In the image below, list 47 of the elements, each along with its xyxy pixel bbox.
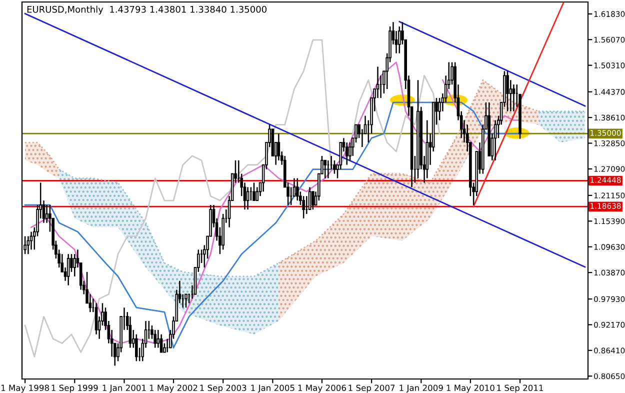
- x-tick-label: 1 Sep 1999: [52, 384, 98, 393]
- candlestick: [339, 142, 342, 170]
- candlestick: [506, 70, 509, 112]
- x-tick-label: 1 Sep 2003: [200, 384, 246, 393]
- candlestick: [94, 302, 98, 336]
- x-tick-label: 1 May 1998: [1, 384, 49, 393]
- candlestick: [246, 186, 250, 210]
- candlestick: [66, 253, 70, 286]
- candlestick: [302, 195, 305, 220]
- candlestick: [128, 316, 132, 348]
- x-tick-label: 1 Jan 2009: [400, 384, 443, 393]
- x-tick-label: 1 May 2010: [446, 384, 494, 393]
- candlestick: [333, 160, 336, 174]
- x-tick-label: 1 Jan 2005: [251, 384, 294, 393]
- x-tick-label: 1 Sep 2011: [497, 384, 544, 393]
- x-tick-label: 1 Jan 2001: [102, 384, 146, 393]
- candlestick: [296, 178, 299, 202]
- candlestick: [494, 120, 497, 162]
- chart-title: EURUSD,Monthly 1.43793 1.43801 1.33840 1.35000: [27, 6, 266, 15]
- candlestick: [26, 236, 30, 255]
- candlestick: [154, 329, 157, 348]
- candlestick: [45, 204, 48, 224]
- candlestick: [184, 294, 188, 308]
- line-series: [278, 79, 540, 264]
- candlestick: [354, 124, 358, 144]
- candlestick: [512, 84, 516, 112]
- candlestick: [73, 253, 76, 278]
- candlestick: [509, 79, 512, 112]
- candlestick: [324, 160, 327, 179]
- x-tick-label: 1 May 2002: [150, 384, 198, 393]
- candlestick: [30, 231, 33, 250]
- candlestick: [312, 190, 314, 210]
- candlestick: [135, 334, 138, 362]
- x-tick-label: 1 May 2006: [298, 384, 346, 393]
- candlestick: [438, 97, 441, 121]
- candlestick: [277, 132, 280, 162]
- candlestick: [348, 142, 352, 162]
- candlestick: [345, 142, 348, 166]
- candlestick: [252, 182, 256, 202]
- candlestick: [70, 253, 73, 273]
- candlestick: [88, 294, 92, 313]
- candlestick: [376, 66, 380, 99]
- x-tick-label: 1 Sep 2007: [348, 384, 395, 393]
- candlestick: [156, 329, 160, 348]
- candlestick: [398, 26, 401, 54]
- line-series: [24, 39, 440, 358]
- candlestick: [308, 186, 312, 210]
